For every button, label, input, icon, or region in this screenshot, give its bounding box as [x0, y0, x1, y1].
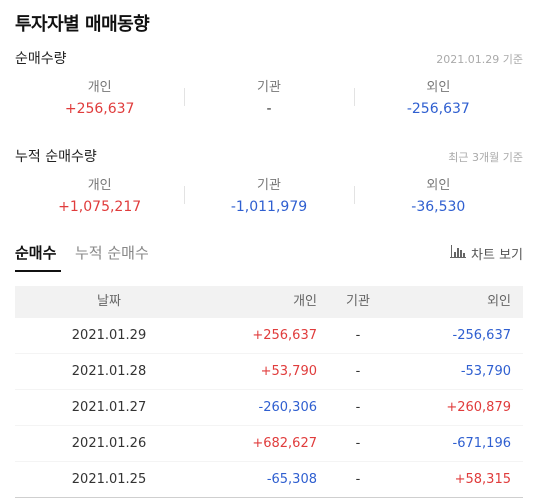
cumulative-stats: 개인 +1,075,217 기관 -1,011,979 외인 -36,530	[15, 176, 523, 220]
stat-label: 기관	[257, 178, 281, 193]
stat-institution: 기관 -	[184, 78, 353, 122]
cell-foreign: -256,637	[452, 328, 511, 343]
cell-institution: -	[355, 436, 361, 451]
stat-label: 외인	[426, 80, 451, 95]
header-individual: 개인	[293, 294, 317, 309]
net-volume-heading: 순매수량	[15, 51, 67, 67]
stat-value: -1,011,979	[230, 199, 308, 215]
tab-net-buy[interactable]: 순매수	[15, 242, 61, 272]
stat-value: -36,530	[411, 199, 466, 215]
cumulative-heading: 누적 순매수량	[15, 149, 97, 165]
stat-value: -	[266, 101, 272, 117]
chart-view-button[interactable]: 차트 보기	[450, 244, 523, 263]
cell-individual: +53,790	[260, 364, 317, 379]
stat-foreign: 외인 -256,637	[353, 78, 523, 122]
cumulative-header: 누적 순매수량 최근 3개월 기준	[15, 146, 523, 166]
tab-bar: 순매수 누적 순매수 차트 보기	[15, 242, 523, 272]
table-row: 2021.01.25 -65,308 - +58,315	[15, 462, 523, 498]
table-header: 날짜 개인 기관 외인	[15, 286, 523, 318]
cell-date: 2021.01.26	[71, 436, 147, 451]
tab-cumulative-net-buy[interactable]: 누적 순매수	[75, 244, 149, 262]
cell-individual: +256,637	[252, 328, 317, 343]
stat-individual: 개인 +256,637	[15, 78, 184, 122]
cell-institution: -	[355, 400, 361, 415]
cell-date: 2021.01.25	[71, 472, 147, 487]
net-volume-date-note: 2021.01.29 기준	[436, 53, 523, 66]
cell-individual: +682,627	[252, 436, 317, 451]
table-row: 2021.01.27 -260,306 - +260,879	[15, 390, 523, 426]
stat-label: 기관	[257, 80, 281, 95]
stat-individual: 개인 +1,075,217	[15, 176, 184, 220]
cell-institution: -	[355, 472, 361, 487]
net-volume-stats: 개인 +256,637 기관 - 외인 -256,637	[15, 78, 523, 122]
cell-institution: -	[355, 364, 361, 379]
investor-trade-table: 날짜 개인 기관 외인 2021.01.29 +256,637 - -256,6…	[15, 286, 523, 498]
cell-institution: -	[355, 328, 361, 343]
cell-foreign: -53,790	[460, 364, 511, 379]
table-row: 2021.01.26 +682,627 - -671,196	[15, 426, 523, 462]
cell-date: 2021.01.29	[71, 328, 147, 343]
stat-label: 개인	[87, 178, 112, 193]
stat-label: 외인	[426, 178, 451, 193]
cumulative-period-note: 최근 3개월 기준	[448, 151, 523, 164]
net-volume-header: 순매수량 2021.01.29 기준	[15, 48, 523, 68]
cell-foreign: -671,196	[452, 436, 511, 451]
stat-institution: 기관 -1,011,979	[184, 176, 353, 220]
stat-value: -256,637	[406, 101, 470, 117]
header-foreign: 외인	[487, 294, 511, 309]
cell-individual: -65,308	[266, 472, 317, 487]
header-institution: 기관	[346, 294, 370, 309]
chart-view-label: 차트 보기	[471, 248, 523, 263]
stat-foreign: 외인 -36,530	[353, 176, 523, 220]
cell-date: 2021.01.27	[71, 400, 147, 415]
stat-label: 개인	[87, 80, 112, 95]
page-title: 투자자별 매매동향	[15, 14, 150, 35]
stat-value: +256,637	[64, 101, 135, 117]
cell-foreign: +58,315	[454, 472, 511, 487]
stat-value: +1,075,217	[58, 199, 142, 215]
cell-foreign: +260,879	[446, 400, 511, 415]
cell-individual: -260,306	[258, 400, 317, 415]
bar-chart-icon	[450, 245, 467, 262]
table-row: 2021.01.28 +53,790 - -53,790	[15, 354, 523, 390]
table-row: 2021.01.29 +256,637 - -256,637	[15, 318, 523, 354]
header-date: 날짜	[97, 294, 121, 309]
cell-date: 2021.01.28	[71, 364, 147, 379]
